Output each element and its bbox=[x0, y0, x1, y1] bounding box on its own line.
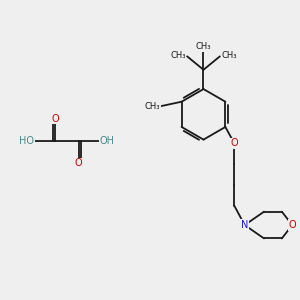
Text: CH₃: CH₃ bbox=[145, 102, 160, 111]
Text: O: O bbox=[230, 138, 238, 148]
Text: O: O bbox=[51, 114, 59, 124]
Text: O: O bbox=[288, 220, 296, 230]
Text: HO: HO bbox=[19, 136, 34, 146]
Text: O: O bbox=[75, 158, 82, 168]
Text: CH₃: CH₃ bbox=[170, 51, 186, 60]
Text: CH₃: CH₃ bbox=[196, 42, 211, 51]
Text: CH₃: CH₃ bbox=[221, 51, 237, 60]
Text: OH: OH bbox=[100, 136, 115, 146]
Text: N: N bbox=[241, 220, 248, 230]
